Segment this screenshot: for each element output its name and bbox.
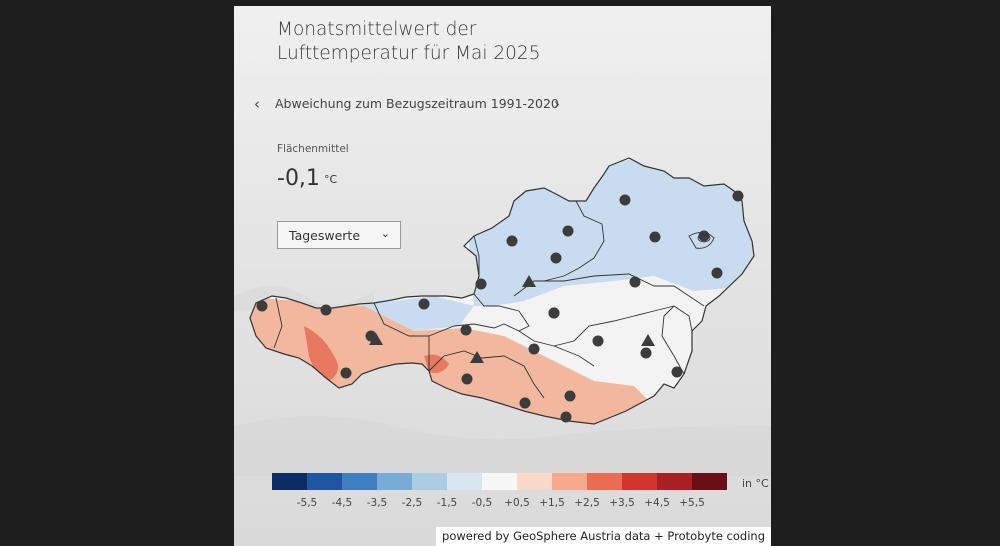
legend-label-9: +3,5 [609,497,635,509]
station-11-marker[interactable] [256,300,268,312]
area-mean-value-box: -0,1 °C [277,166,337,191]
legend-label-2: -3,5 [367,497,388,509]
station-12-marker[interactable] [320,304,332,316]
temperature-map[interactable] [234,6,771,546]
legend-label-11: +5,5 [679,497,705,509]
time-resolution-value: Tageswerte [289,228,361,243]
legend-label-4: -1,5 [437,497,458,509]
station-22-marker[interactable] [470,351,484,363]
legend-swatch-8 [552,473,587,490]
reference-period-label: Abweichung zum Bezugszeitraum 1991-2020 [275,96,559,111]
legend-unit: in °C [742,477,769,490]
chevron-right-icon[interactable]: › [554,95,560,113]
station-07-marker[interactable] [649,231,661,243]
reference-period-nav: ‹ Abweichung zum Bezugszeitraum 1991-202… [254,95,574,115]
state-borders [273,200,715,399]
legend-scale: -5,5 -4,5 -3,5 -2,5 -1,5 -0,5 +0,5 +1,5 +2,5 +3,5… [272,473,727,509]
legend-label-8: +2,5 [574,497,600,509]
title-line-2: Lufttemperatur für Mai 2025 [277,43,541,64]
station-28-marker[interactable] [519,397,531,409]
station-17-marker[interactable] [369,333,383,345]
station-29-marker[interactable] [560,411,572,423]
station-14-marker[interactable] [418,298,430,310]
station-05-marker[interactable] [698,230,710,242]
station-30-marker[interactable] [548,307,560,319]
chevron-left-icon[interactable]: ‹ [254,95,260,113]
station-19-marker[interactable] [592,335,604,347]
legend-swatch-0 [272,473,307,490]
legend-swatch-2 [342,473,377,490]
station-markers[interactable] [256,190,744,423]
station-26-marker[interactable] [641,334,655,346]
legend-swatch-6 [482,473,517,490]
map-panel: Monatsmittelwert der Lufttemperatur für … [234,6,771,546]
station-20-marker[interactable] [640,347,652,359]
terrain-shading [234,416,771,476]
legend-label-1: -4,5 [332,497,353,509]
station-24-marker[interactable] [340,367,352,379]
area-mean-value: -0,1 [277,166,320,191]
station-10-marker[interactable] [629,276,641,288]
attribution-credit[interactable]: powered by GeoSphere Austria data + Prot… [436,527,771,546]
vienna-outline [697,233,711,243]
time-resolution-select[interactable]: Tageswerte ⌄ [277,221,401,249]
station-01-marker[interactable] [619,194,631,206]
legend-label-5: -0,5 [472,497,493,509]
legend-label-7: +1,5 [539,497,565,509]
legend-swatch-7 [517,473,552,490]
legend-swatch-12 [692,473,727,490]
station-16-marker[interactable] [460,324,472,336]
station-04-marker[interactable] [562,225,574,237]
area-mean-label: Flächenmittel [277,143,349,155]
station-09-marker[interactable] [475,278,487,290]
legend-swatch-5 [447,473,482,490]
station-13-marker[interactable] [522,275,536,287]
area-mean-unit: °C [323,173,338,186]
legend-swatch-10 [622,473,657,490]
station-06-marker[interactable] [550,252,562,264]
legend-label-10: +4,5 [644,497,670,509]
legend-label-3: -2,5 [402,497,423,509]
title-line-1: Monatsmittelwert der [277,19,477,40]
station-08-marker[interactable] [711,267,723,279]
station-03-marker[interactable] [506,235,518,247]
legend-swatch-1 [307,473,342,490]
chevron-down-icon: ⌄ [380,227,390,240]
color-legend: -5,5 -4,5 -3,5 -2,5 -1,5 -0,5 +0,5 +1,5 +2,5 +3,5… [272,473,769,513]
station-27-marker[interactable] [564,390,576,402]
station-02-marker[interactable] [732,190,744,202]
austria-border [249,157,755,425]
legend-label-6: +0,5 [504,497,530,509]
legend-swatch-11 [657,473,692,490]
station-25-marker[interactable] [671,366,683,378]
legend-swatch-4 [412,473,447,490]
station-23-marker[interactable] [461,373,473,385]
station-21-marker[interactable] [528,343,540,355]
legend-swatch-9 [587,473,622,490]
legend-label-0: -5,5 [297,497,318,509]
legend-swatch-3 [377,473,412,490]
page-title: Monatsmittelwert der Lufttemperatur für … [277,18,597,66]
